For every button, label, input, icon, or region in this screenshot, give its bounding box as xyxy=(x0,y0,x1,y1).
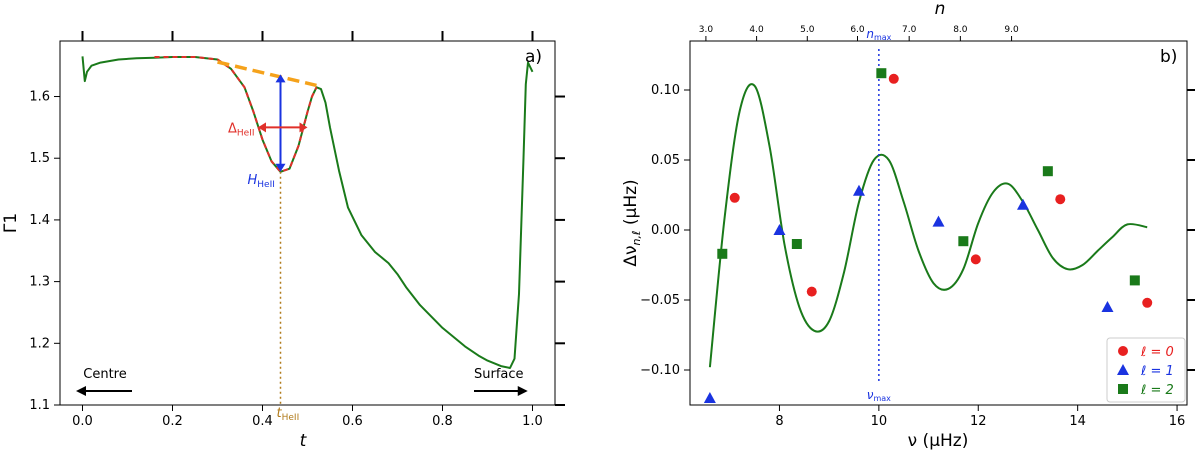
panel-a-frame xyxy=(59,40,556,406)
panel-b-xlabel: ν (μHz) xyxy=(908,431,969,451)
a-series-line xyxy=(217,60,317,88)
delta-heii-label: ΔHeII xyxy=(228,121,255,138)
legend-marker xyxy=(1118,384,1128,394)
h-arrow-head-top xyxy=(275,74,286,83)
a-ytick-label: 1.3 xyxy=(29,275,50,290)
a-ytick-label: 1.5 xyxy=(29,151,50,166)
panel-b-ylabel-main: Δν xyxy=(621,246,641,267)
b-top-tick-label: 8.0 xyxy=(953,25,968,35)
panel-a-ticks: 0.0 0.2 0.4 0.6 0.8 1.0 1.1 1.2 1.3 1.4 1.5 1.6 xyxy=(29,31,565,429)
panel-a-xlabel: t xyxy=(300,431,308,451)
b-top-tick-label: 6.0 xyxy=(850,25,865,35)
b-ytick-label: 0.10 xyxy=(651,83,680,98)
b-point xyxy=(852,184,865,196)
panel-b-fit xyxy=(708,83,1148,368)
nmax-label: nmax xyxy=(866,27,891,42)
legend-label: ℓ = 2 xyxy=(1140,383,1174,398)
panel-a: 0.0 0.2 0.4 0.6 0.8 1.0 1.1 1.2 1.3 1.4 1.5 1.6 ΔHe… xyxy=(1,31,565,451)
legend-label: ℓ = 0 xyxy=(1140,345,1174,360)
legend-marker xyxy=(1118,346,1128,356)
b-xtick-label: 8 xyxy=(775,414,783,429)
b-point xyxy=(1129,275,1140,286)
panel-b-legend: ℓ = 0 ℓ = 1 ℓ = 2 xyxy=(1106,337,1186,403)
b-point xyxy=(876,68,887,79)
a-xtick-label: 0.6 xyxy=(342,414,363,429)
numax-label: νmax xyxy=(867,388,891,403)
b-point xyxy=(1055,194,1066,205)
t-heii-label: tHeII xyxy=(277,406,300,423)
b-top-tick-label: 3.0 xyxy=(699,25,714,35)
legend-label: ℓ = 1 xyxy=(1140,364,1174,379)
panel-b-label: b) xyxy=(1160,47,1177,67)
b-point xyxy=(773,224,786,235)
b-xtick-label: 14 xyxy=(1069,414,1086,429)
panel-b-vline: nmax νmax xyxy=(866,27,891,403)
b-point xyxy=(791,239,802,249)
b-top-tick-label: 7.0 xyxy=(902,25,917,35)
centre-arrow-head xyxy=(76,386,86,396)
panel-a-ylabel: Γ1 xyxy=(1,213,21,233)
panel-b: 8 10 12 14 16 −0.10 −0.05 0.00 0.05 0.10 3.0 4.0 5.0… xyxy=(621,0,1195,451)
panel-b-points xyxy=(703,68,1153,403)
b-point xyxy=(1042,166,1053,177)
b-top-tick-label: 5.0 xyxy=(800,25,815,35)
a-xtick-label: 0.8 xyxy=(432,414,453,429)
b-point xyxy=(717,248,728,259)
b-point xyxy=(806,286,817,297)
a-ytick-label: 1.2 xyxy=(29,336,50,351)
legend-marker xyxy=(1117,364,1129,375)
delta-arrow-head-left xyxy=(258,122,266,133)
b-fit-curve xyxy=(708,83,1148,368)
h-heii-label: HHeII xyxy=(248,173,275,190)
b-point xyxy=(888,73,899,84)
a-xtick-label: 0.4 xyxy=(252,414,273,429)
a-xtick-label: 0.2 xyxy=(162,414,183,429)
panel-a-label: a) xyxy=(525,47,542,67)
panel-a-lines xyxy=(81,56,534,369)
panel-b-frame xyxy=(689,40,1188,406)
a-ytick-label: 1.6 xyxy=(29,90,50,105)
h-arrow-head-bottom xyxy=(275,163,286,172)
panel-b-ticks: 8 10 12 14 16 −0.10 −0.05 0.00 0.05 0.10 3.0 4.0 5.0… xyxy=(640,25,1195,429)
b-xtick-label: 16 xyxy=(1169,414,1186,429)
panel-b-ylabel: Δνn,ℓ (μHz) xyxy=(621,179,643,266)
panel-b-toplabel: n xyxy=(935,0,946,19)
a-ytick-label: 1.4 xyxy=(29,213,50,228)
b-point xyxy=(1142,297,1153,308)
a-ytick-label: 1.1 xyxy=(29,398,50,413)
surface-arrow-head xyxy=(517,386,528,396)
b-ytick-label: 0.00 xyxy=(651,223,680,238)
b-xtick-label: 10 xyxy=(871,414,888,429)
b-point xyxy=(958,236,969,247)
centre-label: Centre xyxy=(83,367,126,382)
b-top-tick-label: 4.0 xyxy=(749,25,764,35)
panel-b-ylabel-sub: n,ℓ xyxy=(630,231,643,246)
a-xtick-label: 0.0 xyxy=(72,414,93,429)
a-series-line xyxy=(81,56,534,369)
b-top-tick-label: 9.0 xyxy=(1004,25,1019,35)
b-ytick-label: 0.05 xyxy=(651,153,680,168)
b-point xyxy=(970,254,981,265)
delta-arrow-head-right xyxy=(299,122,308,133)
a-xtick-label: 1.0 xyxy=(522,414,543,429)
b-ytick-label: −0.10 xyxy=(640,363,680,378)
b-point xyxy=(703,392,716,403)
b-ytick-label: −0.05 xyxy=(640,293,680,308)
panel-a-annotations: ΔHeII HHeII tHeII Centre Surface xyxy=(76,74,528,423)
surface-label: Surface xyxy=(474,367,524,382)
b-point xyxy=(729,192,740,203)
b-point xyxy=(1016,198,1029,210)
panel-b-ylabel-unit: (μHz) xyxy=(621,179,641,230)
b-xtick-label: 12 xyxy=(970,414,987,429)
b-point xyxy=(1101,301,1114,312)
b-point xyxy=(932,215,945,227)
a-series-line xyxy=(154,56,318,173)
